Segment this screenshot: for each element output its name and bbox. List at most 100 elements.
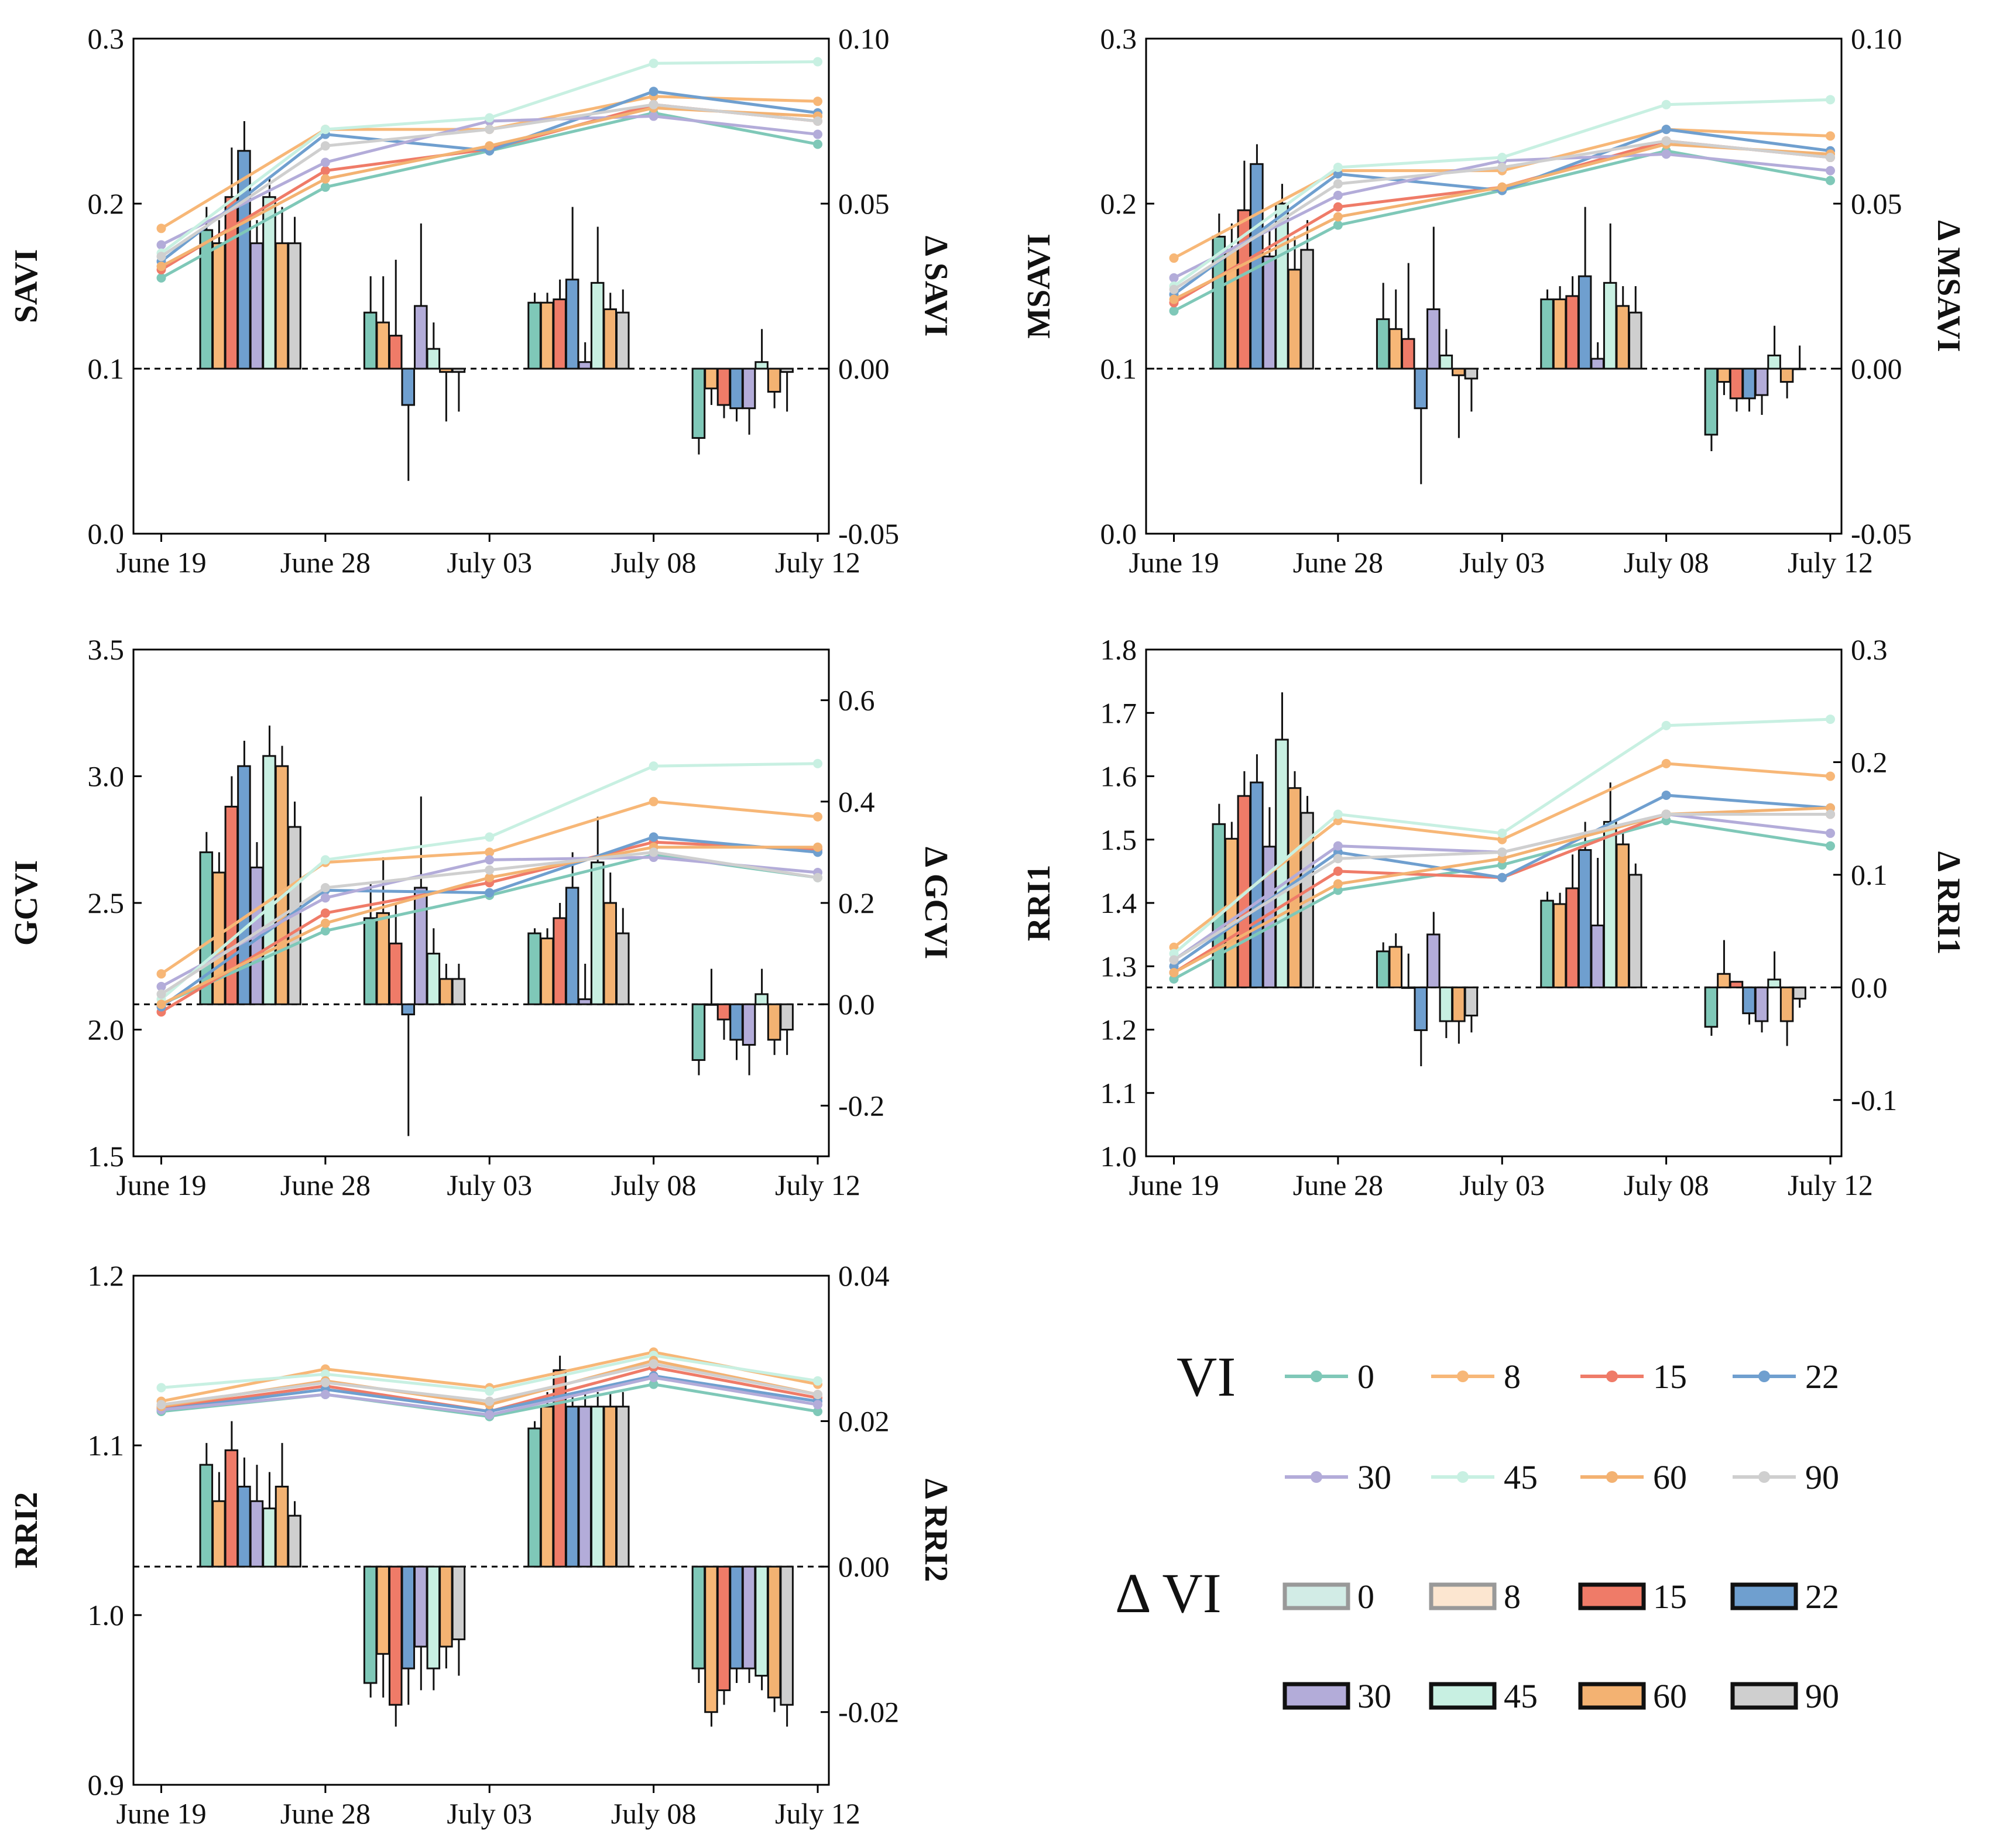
delta-bar — [590, 861, 605, 1005]
x-tick-label: July 08 — [611, 546, 697, 579]
series-point — [1333, 879, 1343, 889]
delta-bar — [1376, 318, 1390, 370]
legend-dvi-swatch — [1429, 1682, 1497, 1710]
y2-tick-label: 0.3 — [1851, 633, 1888, 666]
series-point — [1333, 212, 1343, 222]
x-tick-label: June 19 — [1129, 1169, 1219, 1201]
delta-bar — [376, 912, 390, 1005]
delta-bar — [1603, 820, 1617, 988]
x-tick-label: July 03 — [447, 1797, 532, 1830]
delta-bar — [691, 1565, 706, 1670]
y2-tick-label: 0.10 — [1851, 22, 1902, 55]
y-tick-label: 1.1 — [1100, 1077, 1137, 1110]
vi-lines — [156, 1347, 822, 1421]
series-point — [1825, 828, 1835, 838]
legend-vi-marker — [1606, 1370, 1618, 1382]
y2-axis-label: Δ SAVI — [918, 236, 954, 337]
legend-vi-label: 8 — [1504, 1358, 1521, 1396]
delta-bar — [1401, 338, 1415, 370]
delta-bar — [1300, 249, 1314, 370]
delta-bar — [1754, 367, 1769, 396]
delta-bar — [767, 367, 781, 393]
y-tick-label: 0.3 — [88, 22, 125, 55]
delta-bar — [1388, 328, 1402, 370]
series-point — [649, 761, 659, 771]
delta-bar — [780, 1003, 794, 1031]
delta-bar — [363, 311, 378, 370]
y2-tick-label: -0.02 — [838, 1696, 899, 1729]
y2-tick-label: 0.0 — [838, 988, 875, 1021]
delta-bar — [1603, 281, 1617, 370]
delta-bar — [1262, 255, 1277, 370]
y-axis-label: MSAVI — [1021, 233, 1057, 338]
delta-bar — [578, 361, 592, 370]
legend-dvi-label: 60 — [1653, 1677, 1687, 1715]
delta-bar — [565, 887, 579, 1005]
series-point — [320, 182, 330, 192]
y-tick-label: 0.9 — [88, 1768, 125, 1801]
legend-dvi-title: Δ VI — [1115, 1562, 1222, 1624]
series-point — [485, 855, 495, 865]
delta-bar — [439, 367, 453, 373]
series-point — [812, 758, 822, 768]
y-tick-label: 0.1 — [88, 352, 125, 385]
series-point — [1333, 220, 1343, 230]
y2-axis-label: Δ RRI2 — [918, 1479, 954, 1582]
series-point — [1825, 841, 1835, 851]
series-point — [1169, 955, 1179, 965]
series-point — [812, 842, 822, 852]
series-point — [320, 908, 330, 918]
y2-tick-label: -0.2 — [838, 1089, 884, 1122]
delta-bar — [754, 1565, 769, 1677]
vi-lines — [1169, 715, 1835, 984]
x-tick-label: June 28 — [1293, 1169, 1383, 1201]
delta-bar — [1628, 311, 1642, 370]
series-point — [1661, 720, 1671, 730]
series-point — [1825, 176, 1835, 186]
x-tick-label: July 12 — [775, 1169, 860, 1201]
delta-bar — [1729, 367, 1744, 400]
delta-bar — [224, 196, 239, 370]
y-tick-label: 1.5 — [1100, 823, 1137, 856]
chart-rri2: 0.9 1.0 1.1 1.2 -0.02 0.00 0.02 0.04 June 19 June… — [8, 1259, 954, 1830]
x-tick-label: July 03 — [1459, 1169, 1545, 1201]
delta-bar — [414, 1565, 428, 1648]
series-point — [1169, 306, 1179, 316]
legend-vi-label: 90 — [1805, 1458, 1839, 1496]
x-tick-label: June 28 — [280, 1169, 371, 1201]
delta-bar — [742, 1565, 756, 1670]
series-point — [1825, 771, 1835, 781]
x-tick-label: July 12 — [775, 546, 860, 579]
x-tick-label: June 28 — [280, 1797, 371, 1830]
series-point — [485, 113, 495, 123]
legend-dvi-swatch — [1578, 1582, 1646, 1610]
delta-bar — [1452, 986, 1466, 1022]
delta-bar — [275, 1485, 289, 1568]
series-point — [649, 832, 659, 842]
series-point — [320, 918, 330, 928]
legend-vi-title: VI — [1177, 1345, 1236, 1408]
delta-bar — [553, 917, 567, 1005]
legend-vi-items: 0 8 15 22 30 45 60 90 — [1285, 1358, 1839, 1496]
y-tick-label: 3.5 — [88, 633, 125, 666]
legend-vi-label: 0 — [1357, 1358, 1374, 1396]
y-tick-label: 0.3 — [1100, 22, 1137, 55]
y2-tick-label: -0.05 — [1851, 517, 1912, 550]
legend-vi-label: 60 — [1653, 1458, 1687, 1496]
delta-bar — [578, 1406, 592, 1568]
delta-bar — [780, 1565, 794, 1706]
legend-vi-marker — [1311, 1471, 1322, 1483]
series-point — [485, 1410, 495, 1420]
delta-bar — [1439, 354, 1453, 370]
y-tick-label: 1.4 — [1100, 887, 1137, 919]
series-point — [1497, 828, 1507, 838]
series-point — [485, 865, 495, 875]
series-point — [812, 1376, 822, 1386]
delta-bar — [237, 150, 251, 370]
delta-bar — [401, 1003, 416, 1016]
series-point — [649, 796, 659, 806]
series-point — [1333, 169, 1343, 179]
delta-bar — [540, 301, 554, 370]
delta-bar — [287, 242, 301, 370]
legend-vi-label: 45 — [1504, 1458, 1538, 1496]
